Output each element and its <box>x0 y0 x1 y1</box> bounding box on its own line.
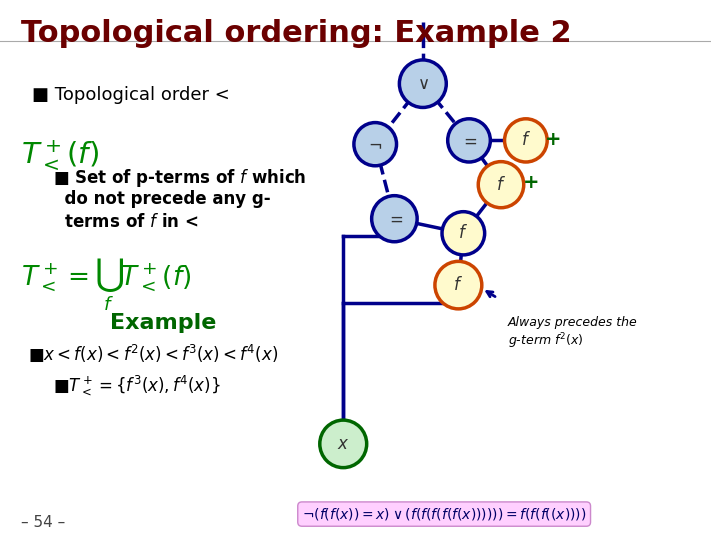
Ellipse shape <box>435 261 482 309</box>
Text: ■$T_<^+ = \{f^3(x), f^4(x)\}$: ■$T_<^+ = \{f^3(x), f^4(x)\}$ <box>53 373 221 396</box>
Text: ■ Set of p-terms of $f$ which: ■ Set of p-terms of $f$ which <box>53 167 307 190</box>
Text: terms of $f$ in <: terms of $f$ in < <box>53 213 199 231</box>
Text: $f$: $f$ <box>454 276 464 294</box>
Text: ■$x< f(x) < f^2(x) < f^3(x) < f^4(x)$: ■$x< f(x) < f^2(x) < f^3(x) < f^4(x)$ <box>28 343 279 364</box>
Text: $=$: $=$ <box>386 210 403 228</box>
Text: $T_<^+(f)$: $T_<^+(f)$ <box>22 138 99 172</box>
Text: $f$: $f$ <box>521 131 531 150</box>
Text: $\vee$: $\vee$ <box>417 75 429 93</box>
Text: ■ Topological order <: ■ Topological order < <box>32 86 230 104</box>
Ellipse shape <box>400 60 446 107</box>
Text: $\neg(f(f(x))=x) \vee (f(f(f(f(f(x)))))) = f(f(f((x))))$: $\neg(f(f(x))=x) \vee (f(f(f(f(f(x))))))… <box>302 506 586 522</box>
Text: $=$: $=$ <box>460 131 477 150</box>
Ellipse shape <box>320 420 366 468</box>
Ellipse shape <box>505 119 547 162</box>
Ellipse shape <box>354 123 397 166</box>
Text: +: + <box>544 130 561 149</box>
Text: Example: Example <box>110 313 217 333</box>
Ellipse shape <box>372 195 417 242</box>
Text: $x$: $x$ <box>337 435 349 453</box>
Text: $f$: $f$ <box>496 176 506 194</box>
Text: – 54 –: – 54 – <box>22 515 66 530</box>
Ellipse shape <box>448 119 490 162</box>
Text: do not precede any g-: do not precede any g- <box>53 190 271 208</box>
Text: +: + <box>523 173 540 192</box>
Text: $\neg$: $\neg$ <box>368 135 382 153</box>
Ellipse shape <box>478 161 523 208</box>
Text: Topological ordering: Example 2: Topological ordering: Example 2 <box>22 19 572 48</box>
Text: $f$: $f$ <box>459 224 468 242</box>
Text: Always precedes the
g-term $f^2(x)$: Always precedes the g-term $f^2(x)$ <box>508 316 638 352</box>
Text: $T_<^+= \bigcup_f T_<^+(f)$: $T_<^+= \bigcup_f T_<^+(f)$ <box>22 256 192 313</box>
Ellipse shape <box>442 212 485 255</box>
